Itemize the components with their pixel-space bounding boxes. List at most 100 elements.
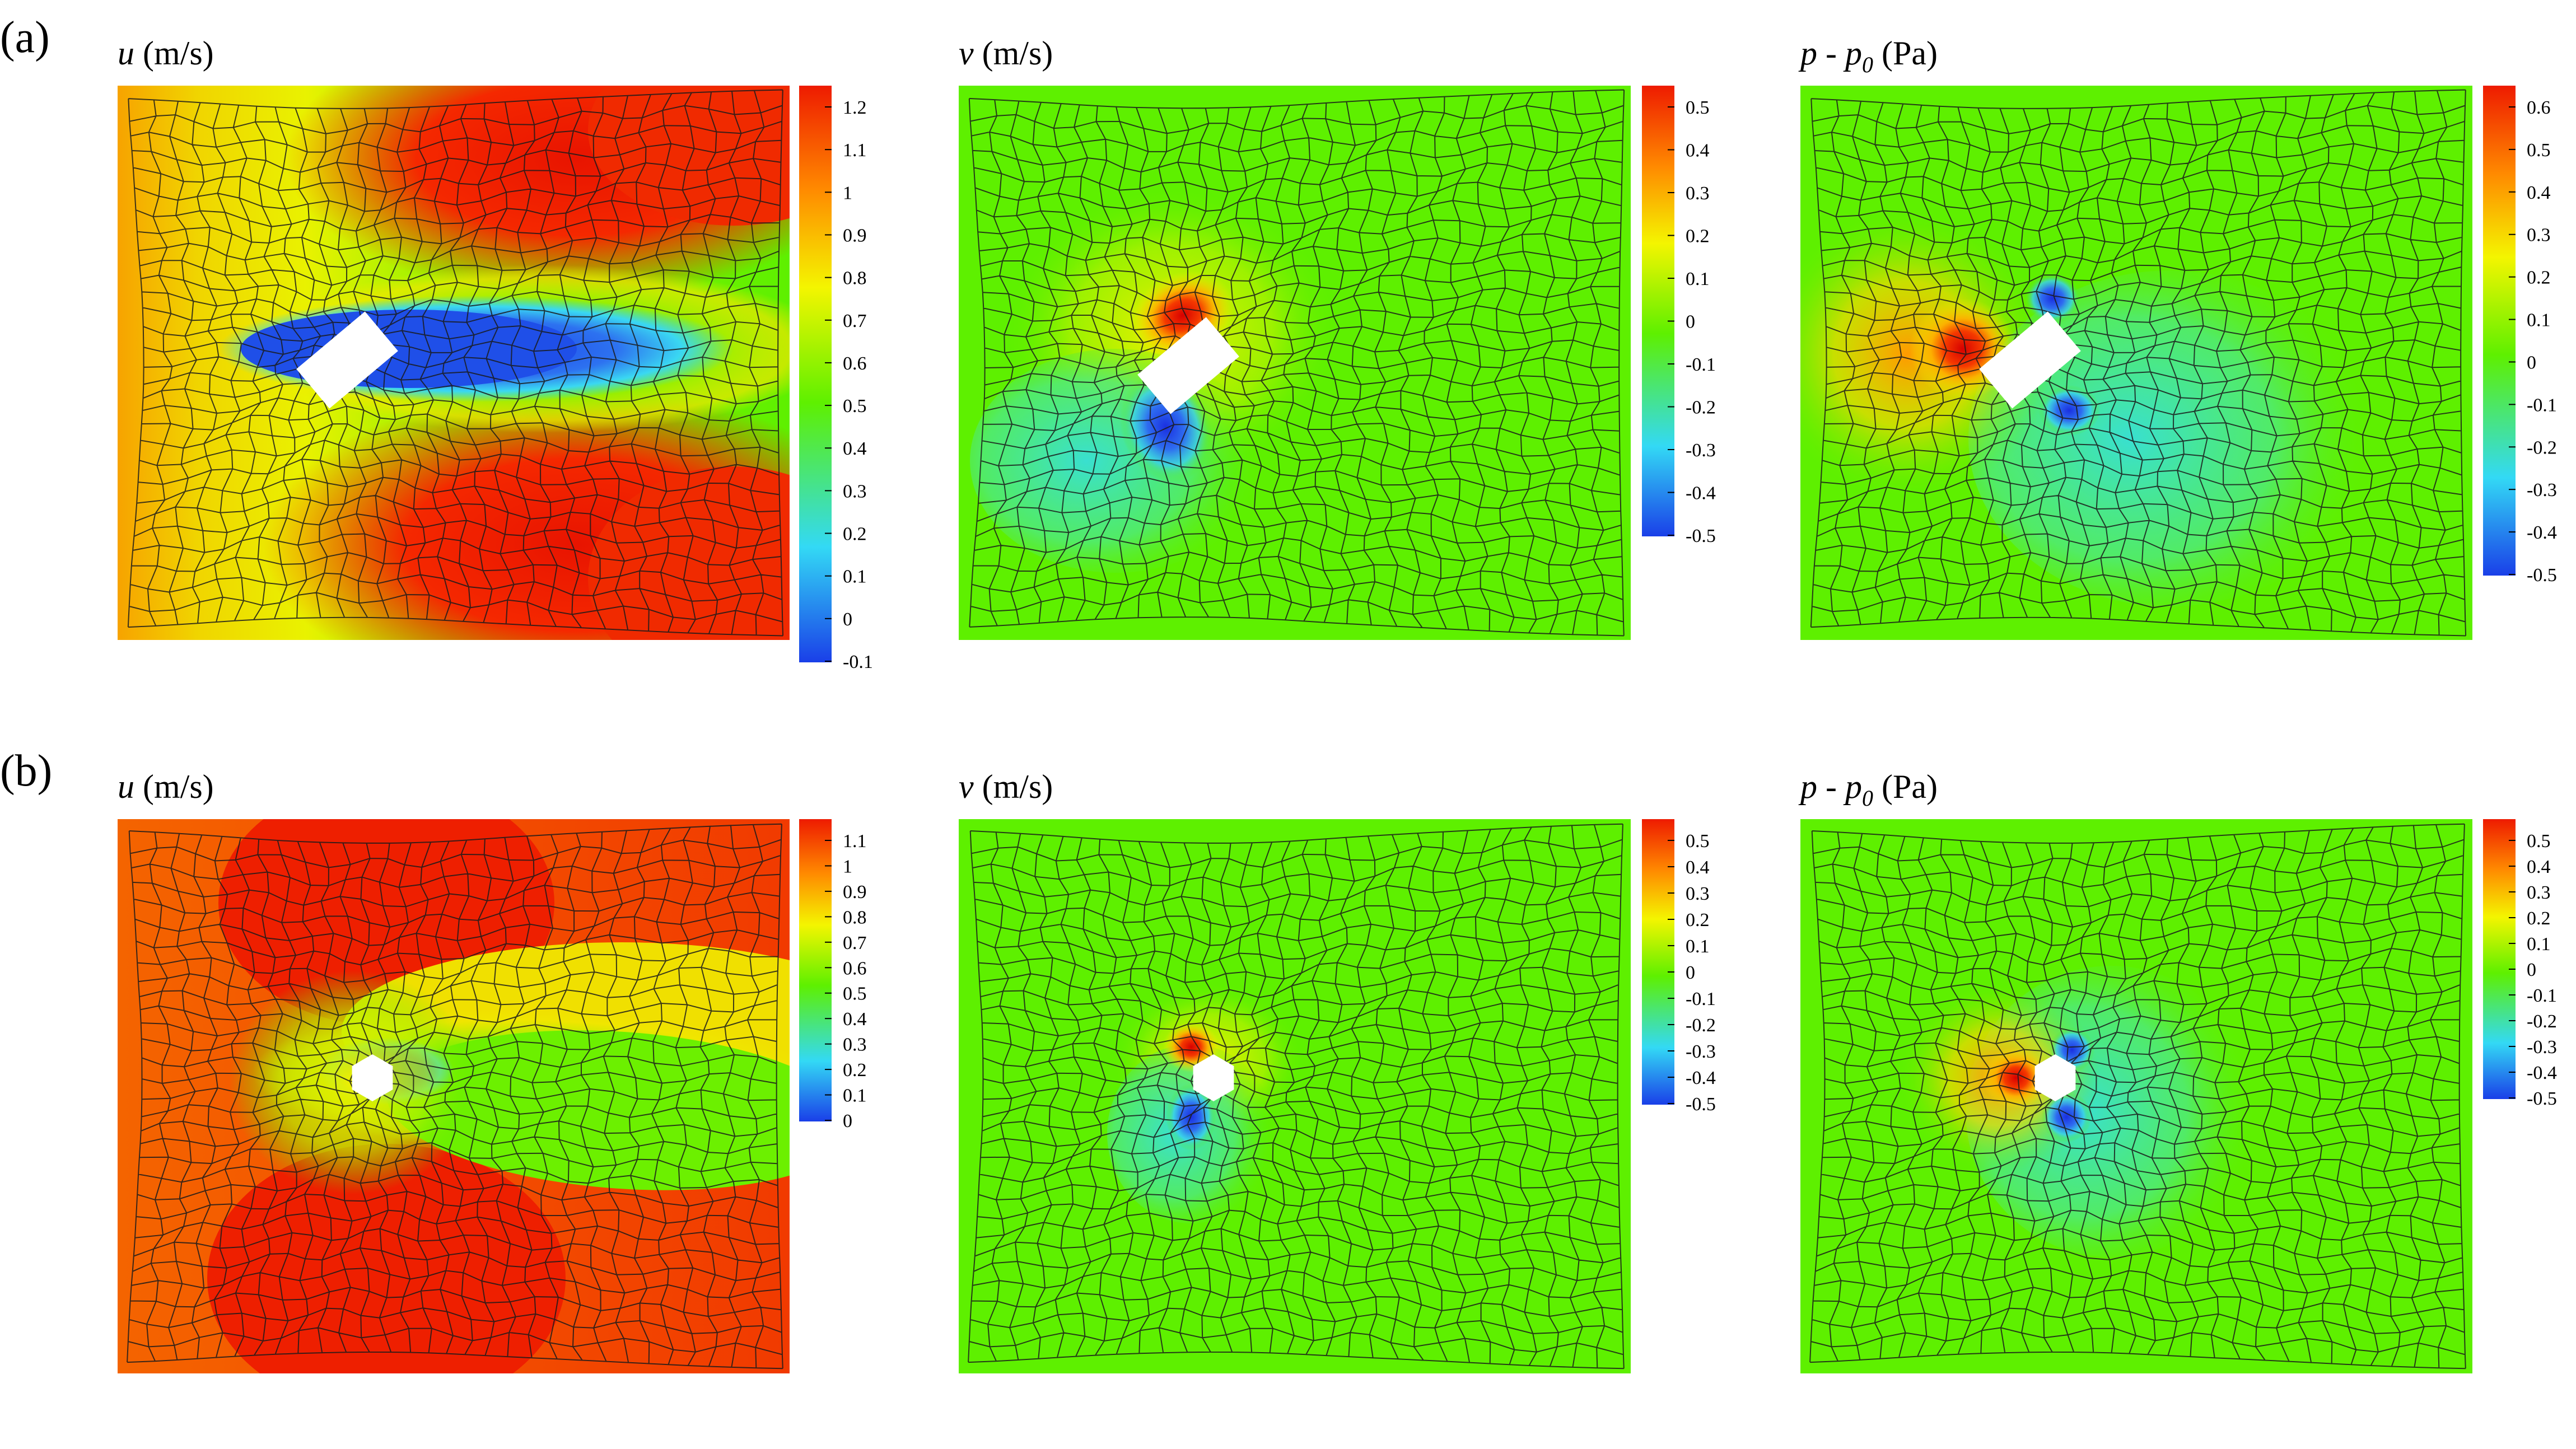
colorbar-gradient (799, 86, 832, 662)
colorbar-tick-label: -0.1 (843, 652, 873, 672)
colorbar-gradient (2483, 819, 2516, 1099)
colorbar-gradient (2483, 86, 2516, 576)
contour-panel: u (m/s) 1.2 1.1 1 0.9 0.8 0.7 0.6 0.5 0.4 0.3 0.2 0.… (118, 35, 873, 672)
colorbar-tick-label: 0.5 (843, 984, 867, 1004)
colorbar-tick-label: 0.5 (1686, 97, 1710, 118)
colorbar-tick-label: 0.5 (843, 396, 867, 417)
colorbar-tick-label: 0.1 (1686, 269, 1710, 289)
contour-panel: u (m/s) 1.1 1 0.9 0.8 0.7 0.6 0.5 0.4 0.3 0.2 0.1 0 (118, 768, 867, 1373)
contour-field (118, 819, 790, 1373)
colorbar-tick-label: -0.1 (2527, 985, 2557, 1006)
mesh-grid (127, 823, 783, 1369)
colorbar-tick-label: -0.2 (2527, 1011, 2557, 1032)
colorbar-tick-label: -0.5 (1686, 526, 1716, 546)
obstacle-polygon (1193, 1054, 1234, 1101)
colorbar-tick-label: 0.4 (843, 438, 867, 459)
colorbar-tick-label: 0.5 (1686, 831, 1710, 852)
colorbar-tick-label: 0.4 (843, 1009, 867, 1030)
obstacle-rectangle (296, 311, 398, 409)
colorbar-tick-label: 0.1 (2527, 934, 2551, 955)
row-label: (b) (0, 746, 52, 796)
contour-panel: v (m/s) 0.5 0.4 0.3 0.2 0.1 0 -0.1 -0.2 -0.3 -0.4 -… (959, 768, 1716, 1373)
colorbar-tick-label: 0.5 (2527, 140, 2551, 161)
colorbar-tick-label: 0 (2527, 960, 2536, 980)
colorbar-tick-label: -0.1 (1686, 354, 1716, 375)
colorbar-tick-label: 0.6 (843, 958, 867, 979)
panel-title: u (m/s) (118, 35, 214, 72)
colorbar-tick-label: -0.3 (1686, 1041, 1716, 1062)
colorbar-tick-label: 0.3 (2527, 225, 2551, 246)
obstacle-rectangle (1137, 317, 1239, 414)
colorbar-tick-label: -0.2 (1686, 1015, 1716, 1036)
colorbar-gradient (799, 819, 832, 1121)
colorbar-tick-label: -0.1 (1686, 989, 1716, 1009)
obstacle-polygon (2034, 1054, 2076, 1101)
colorbar-tick-label: 0.9 (843, 882, 867, 903)
panel-title: p - p0 (Pa) (1798, 35, 1938, 77)
colorbar-tick-label: 0.2 (1686, 910, 1710, 931)
colorbar-tick-label: 0 (843, 609, 852, 630)
colorbar-tick-label: 0.9 (843, 225, 867, 246)
contour-field (959, 86, 1631, 640)
colorbar-tick-label: 1 (843, 856, 852, 877)
panel-title: v (m/s) (959, 35, 1053, 72)
colorbar-tick-label: 0.4 (2527, 857, 2551, 877)
mesh-grid (127, 89, 784, 637)
colorbar-tick-label: 0 (2527, 352, 2536, 373)
colorbar-tick-label: 0.5 (2527, 831, 2551, 852)
colorbar-tick-label: -0.2 (1686, 398, 1716, 418)
colorbar-tick-label: 0.3 (843, 1035, 867, 1055)
colorbar-tick-label: 0.7 (843, 311, 867, 331)
colorbar-tick-label: 0.1 (843, 1086, 867, 1106)
panel-title: v (m/s) (959, 768, 1053, 805)
colorbar-gradient (1642, 819, 1674, 1105)
colorbar-tick-label: 0.3 (2527, 882, 2551, 903)
figure-row: (a) u (m/s)1.21.110.90.80.70.60.50.40.30.… (0, 13, 2557, 672)
colorbar-tick-label: 0.1 (1686, 936, 1710, 957)
contour-panel: p - p0 (Pa) 0.5 0.4 0.3 0.2 0.1 0 -0.1 -0.2 -0.3 -… (1798, 768, 2557, 1373)
contour-field (1800, 819, 2472, 1373)
colorbar-tick-label: 1 (843, 183, 852, 203)
mesh-grid (1809, 823, 2466, 1369)
colorbar-tick-label: 0.6 (843, 353, 867, 374)
mesh-grid (968, 823, 1625, 1369)
colorbar: 0.6 0.5 0.4 0.3 0.2 0.1 0 -0.1 -0.2 -0.3 -0.4 -0.5 (2483, 86, 2557, 586)
colorbar-tick-label: -0.3 (2527, 1037, 2557, 1058)
contour-panel: p - p0 (Pa) 0.6 0.5 0.4 0.3 0.2 0.1 0 -0.1 -0.2 -0… (1798, 35, 2557, 640)
colorbar-tick-label: 0.3 (1686, 183, 1710, 204)
colorbar-tick-label: -0.1 (2527, 395, 2557, 415)
colorbar: 0.5 0.4 0.3 0.2 0.1 0 -0.1 -0.2 -0.3 -0.4 -0.5 (2483, 819, 2557, 1109)
colorbar-tick-label: 0 (1686, 312, 1695, 333)
colorbar-tick-label: 1.2 (843, 97, 867, 118)
colorbar-tick-label: 0.7 (843, 933, 867, 953)
contour-field (118, 86, 790, 640)
colorbar-tick-label: 0 (1686, 962, 1695, 983)
colorbar-tick-label: -0.2 (2527, 437, 2557, 458)
colorbar-tick-label: 0 (843, 1111, 852, 1132)
colorbar-tick-label: 1.1 (843, 831, 867, 852)
colorbar-tick-label: 0.2 (843, 524, 867, 545)
colorbar-tick-label: -0.3 (2527, 480, 2557, 501)
colorbar: 1.2 1.1 1 0.9 0.8 0.7 0.6 0.5 0.4 0.3 0.2 0.1 0 -0.1 (799, 86, 873, 672)
colorbar-tick-label: -0.4 (1686, 483, 1716, 504)
colorbar: 0.5 0.4 0.3 0.2 0.1 0 -0.1 -0.2 -0.3 -0.4 -0.5 (1642, 86, 1716, 546)
colorbar: 1.1 1 0.9 0.8 0.7 0.6 0.5 0.4 0.3 0.2 0.1 0 (799, 819, 867, 1132)
colorbar-gradient (1642, 86, 1674, 536)
colorbar-tick-label: 0.4 (1686, 857, 1710, 878)
colorbar-tick-label: -0.4 (2527, 1063, 2557, 1083)
colorbar-tick-label: 0.3 (1686, 884, 1710, 904)
colorbar-tick-label: 0.4 (2527, 183, 2551, 203)
panel-title: p - p0 (Pa) (1798, 768, 1938, 811)
mesh-grid (1810, 89, 2467, 637)
colorbar-tick-label: 0.8 (843, 907, 867, 928)
colorbar-tick-label: 1.1 (843, 140, 867, 161)
colorbar-tick-label: 0.1 (2527, 310, 2551, 331)
colorbar-tick-label: 0.2 (2527, 908, 2551, 929)
contour-field (959, 819, 1631, 1373)
obstacle-polygon (352, 1054, 393, 1101)
figure-row: (b) u (m/s) 1.1 1 0.9 0.8 0.7 0.6 0.5 0.4 0.3 0.2 0.… (0, 746, 2557, 1373)
colorbar-tick-label: -0.5 (1686, 1094, 1716, 1115)
colorbar: 0.5 0.4 0.3 0.2 0.1 0 -0.1 -0.2 -0.3 -0.4 -0.5 (1642, 819, 1716, 1115)
colorbar-tick-label: 0.1 (843, 567, 867, 587)
panel-title: u (m/s) (118, 768, 214, 805)
